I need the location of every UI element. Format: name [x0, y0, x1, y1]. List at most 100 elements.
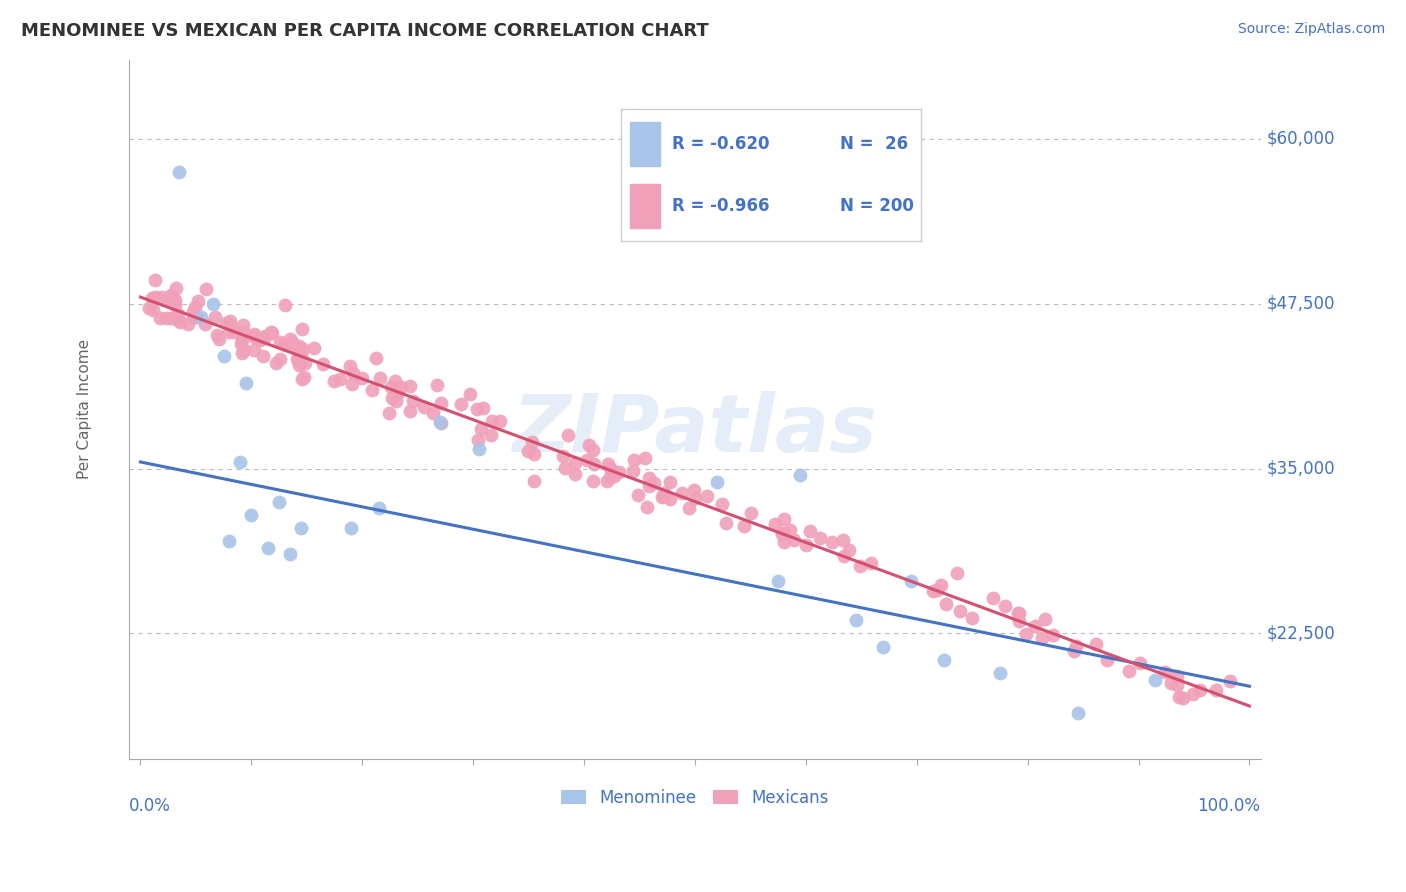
Point	[988, 666, 1011, 681]
Point	[360, 383, 382, 397]
Point	[678, 500, 700, 515]
Point	[479, 427, 502, 442]
Point	[796, 538, 818, 552]
Point	[683, 491, 706, 505]
Point	[773, 534, 796, 549]
Text: Source: ZipAtlas.com: Source: ZipAtlas.com	[1237, 22, 1385, 37]
Point	[281, 334, 304, 349]
Point	[935, 597, 957, 611]
Point	[651, 490, 673, 504]
Point	[1031, 631, 1053, 645]
Point	[262, 326, 284, 340]
Point	[287, 339, 309, 353]
Point	[766, 574, 789, 588]
Point	[921, 583, 943, 598]
Point	[627, 488, 650, 502]
Point	[288, 355, 311, 369]
Point	[389, 380, 412, 394]
Point	[783, 533, 806, 548]
Point	[652, 485, 675, 500]
Point	[733, 519, 755, 533]
Point	[312, 357, 335, 371]
Point	[599, 470, 621, 484]
Point	[165, 298, 187, 312]
Legend: Menominee, Mexicans: Menominee, Mexicans	[554, 782, 835, 814]
Point	[160, 287, 183, 301]
Point	[832, 549, 855, 563]
Point	[219, 318, 242, 332]
Point	[401, 394, 423, 409]
Point	[165, 280, 187, 294]
Point	[240, 508, 263, 522]
Point	[929, 578, 952, 592]
Point	[380, 380, 402, 394]
Point	[582, 443, 605, 458]
Point	[1182, 687, 1205, 701]
Point	[621, 464, 644, 478]
Point	[523, 447, 546, 461]
Point	[162, 291, 184, 305]
Point	[378, 406, 401, 420]
Point	[259, 325, 281, 339]
Point	[252, 349, 274, 363]
Point	[489, 413, 512, 427]
Text: 100.0%: 100.0%	[1198, 797, 1261, 815]
Point	[1160, 676, 1182, 690]
Point	[450, 397, 472, 411]
Point	[636, 500, 658, 515]
Point	[242, 329, 264, 343]
Point	[288, 351, 311, 366]
Point	[264, 356, 287, 370]
Point	[398, 379, 420, 393]
Point	[218, 314, 240, 328]
Point	[1219, 674, 1241, 689]
Point	[472, 401, 495, 416]
Point	[1024, 619, 1046, 633]
Point	[993, 599, 1015, 614]
Point	[384, 374, 406, 388]
Point	[145, 290, 167, 304]
Point	[652, 489, 675, 503]
Point	[278, 332, 301, 346]
Point	[201, 296, 224, 310]
Point	[845, 613, 868, 627]
Point	[195, 282, 218, 296]
Point	[181, 310, 204, 325]
Point	[231, 333, 253, 347]
Point	[157, 291, 180, 305]
Point	[481, 414, 503, 428]
Point	[274, 298, 297, 312]
Point	[149, 311, 172, 326]
Point	[430, 416, 453, 430]
Point	[516, 444, 538, 458]
Point	[1118, 665, 1140, 679]
Point	[232, 326, 254, 340]
Text: MENOMINEE VS MEXICAN PER CAPITA INCOME CORRELATION CHART: MENOMINEE VS MEXICAN PER CAPITA INCOME C…	[21, 22, 709, 40]
Point	[328, 372, 350, 386]
Point	[770, 526, 793, 541]
Point	[425, 378, 447, 392]
Point	[214, 316, 236, 330]
Point	[596, 457, 619, 471]
Point	[291, 322, 314, 336]
Point	[710, 497, 733, 511]
Point	[218, 325, 240, 339]
Point	[602, 463, 624, 477]
Point	[1007, 607, 1029, 621]
Point	[399, 404, 422, 418]
Point	[181, 305, 204, 319]
Point	[288, 358, 311, 372]
Point	[165, 293, 187, 308]
Point	[290, 348, 312, 362]
Point	[387, 386, 409, 401]
Point	[184, 307, 207, 321]
Point	[1015, 627, 1038, 641]
Point	[553, 449, 575, 463]
Point	[460, 386, 482, 401]
Point	[291, 342, 314, 356]
Point	[582, 474, 605, 488]
Point	[820, 535, 842, 549]
Point	[1042, 628, 1064, 642]
Point	[575, 453, 598, 467]
Point	[831, 533, 853, 548]
